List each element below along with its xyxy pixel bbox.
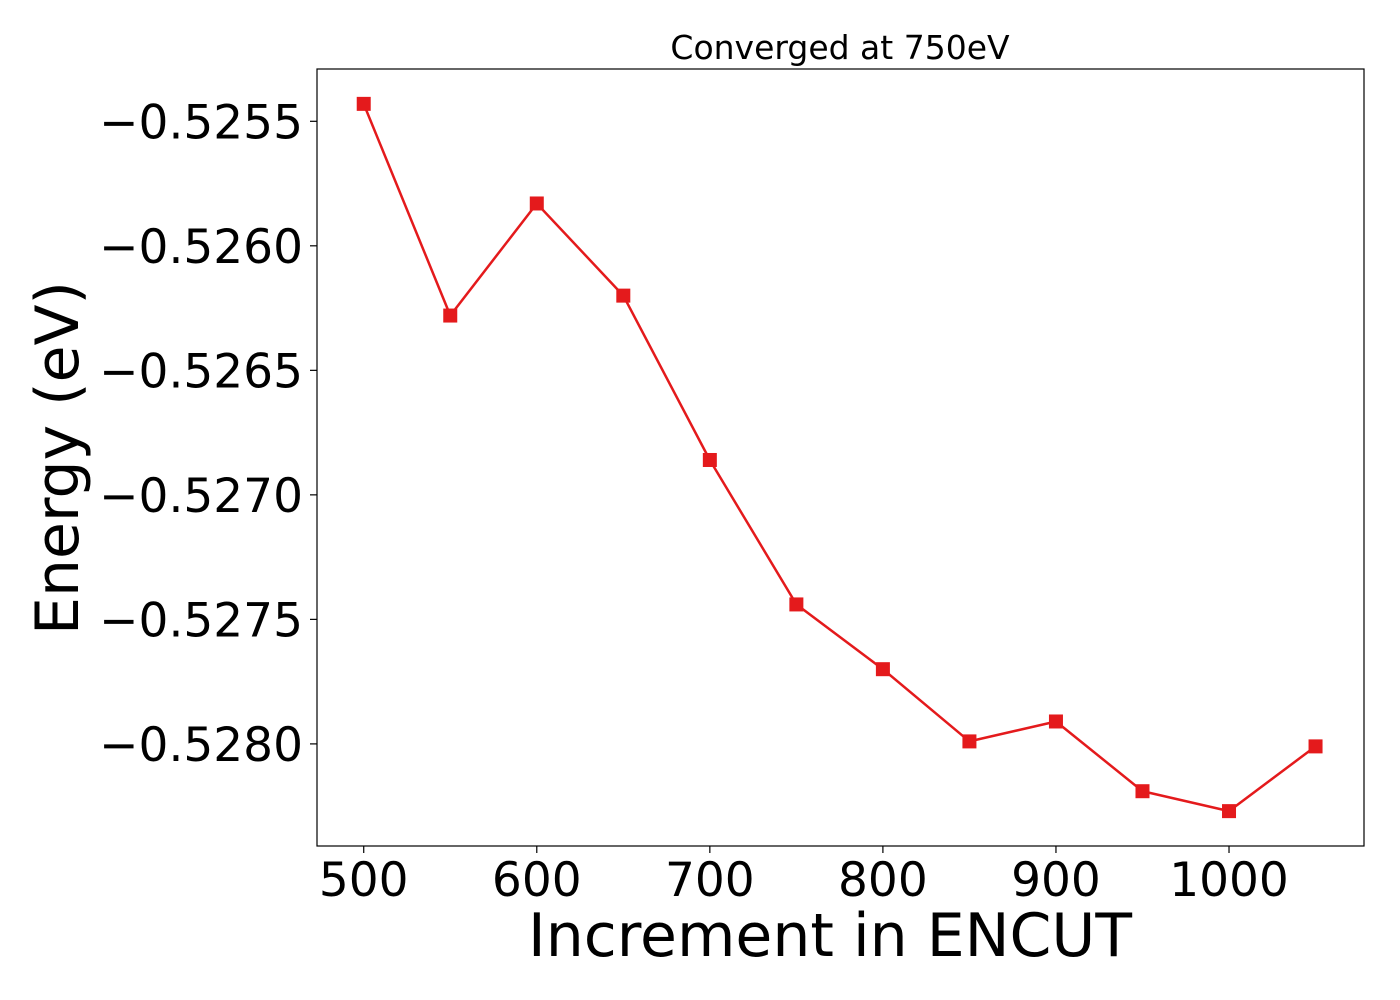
y-axis-ticks: −0.5255 −0.5260 −0.5265 −0.5270 −0.5275 −0.52…: [99, 95, 317, 773]
x-axis-ticks: 500 600 700 800 900 1000: [319, 846, 1289, 908]
data-point: [1135, 784, 1150, 799]
chart-title: Converged at 750eV: [670, 28, 1010, 67]
x-tick-label: 600: [492, 853, 582, 908]
y-tick-label: −0.5255: [99, 95, 303, 150]
y-tick-label: −0.5280: [99, 718, 303, 773]
data-point: [962, 734, 977, 749]
series-layer: [356, 96, 1323, 819]
data-point: [875, 662, 890, 677]
data-point: [616, 288, 631, 303]
data-point: [789, 597, 804, 612]
x-tick-label: 900: [1011, 853, 1101, 908]
x-tick-label: 1000: [1169, 853, 1289, 908]
x-tick-label: 800: [838, 853, 928, 908]
data-point: [1048, 714, 1063, 729]
series-line: [362, 103, 1317, 813]
data-point: [443, 308, 458, 323]
y-axis-label: Energy (eV): [23, 281, 93, 635]
data-point: [1222, 804, 1237, 819]
x-tick-label: 500: [319, 853, 409, 908]
data-point: [1308, 739, 1323, 754]
data-point: [702, 452, 717, 467]
y-tick-label: −0.5275: [99, 593, 303, 648]
data-point: [356, 96, 371, 111]
data-point: [529, 196, 544, 211]
y-tick-label: −0.5265: [99, 344, 303, 399]
y-tick-label: −0.5270: [99, 469, 303, 524]
y-tick-label: −0.5260: [99, 220, 303, 275]
x-tick-label: 700: [665, 853, 755, 908]
x-axis-label: Increment in ENCUT: [528, 901, 1132, 971]
plot-frame: [316, 68, 1365, 847]
